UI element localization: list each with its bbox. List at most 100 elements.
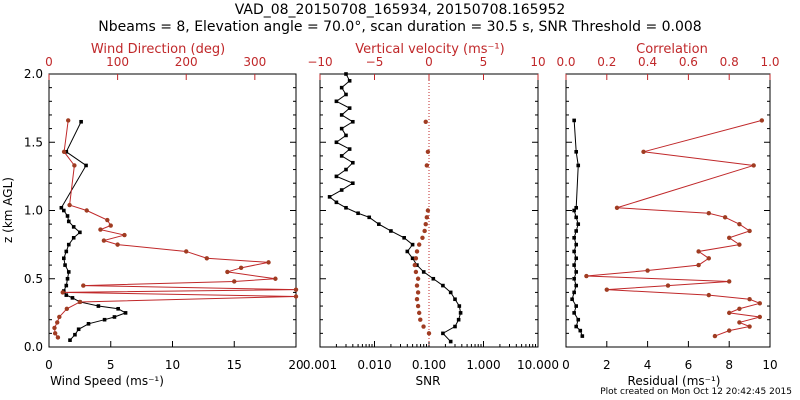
- data-point: [96, 304, 101, 308]
- data-point: [416, 310, 422, 316]
- x-tick-label: 0: [562, 358, 570, 372]
- data-point: [414, 249, 420, 254]
- top-axis-label-vertical-velocity: Vertical velocity (ms⁻¹): [355, 42, 504, 57]
- data-point: [123, 311, 128, 315]
- data-point: [747, 228, 752, 234]
- data-point: [65, 214, 70, 218]
- top-tick-label: 200: [175, 55, 198, 69]
- x-tick-label: 15: [227, 358, 242, 372]
- x-tick-label: 10.000: [517, 358, 559, 372]
- data-point: [424, 163, 430, 168]
- data-point: [441, 283, 445, 288]
- x-tick-label: 5: [107, 358, 115, 372]
- data-point: [574, 229, 578, 233]
- data-point: [572, 311, 576, 315]
- top-axis-label-correlation: Correlation: [636, 42, 708, 57]
- series-line-snr-0: [328, 73, 462, 342]
- x-tick-label: 6: [685, 358, 693, 372]
- data-point: [416, 242, 422, 247]
- data-point: [70, 296, 75, 300]
- x-tick-label: 2: [603, 358, 611, 372]
- data-point: [574, 256, 578, 261]
- data-point: [68, 338, 72, 342]
- data-point: [339, 188, 344, 192]
- data-point: [115, 242, 120, 247]
- data-point: [81, 283, 86, 288]
- data-point: [572, 263, 576, 267]
- data-point: [327, 195, 332, 199]
- data-point: [55, 320, 60, 325]
- data-point: [574, 270, 578, 274]
- data-point: [334, 200, 339, 205]
- data-point: [347, 106, 352, 110]
- data-point: [344, 133, 348, 138]
- data-point: [576, 317, 581, 322]
- top-tick-label: −5: [366, 55, 384, 69]
- data-point: [347, 79, 352, 83]
- data-point: [572, 118, 576, 123]
- data-point: [410, 256, 415, 261]
- data-point: [574, 215, 578, 220]
- y-axis-label: z (km AGL): [1, 177, 15, 243]
- data-point: [339, 85, 344, 90]
- data-point: [59, 205, 64, 210]
- top-tick-label: 1.0: [760, 55, 779, 69]
- data-point: [706, 211, 711, 216]
- data-point: [696, 249, 701, 254]
- data-point: [424, 215, 430, 220]
- series-line-residual-1: [586, 119, 762, 337]
- data-point: [232, 279, 237, 284]
- data-point: [64, 249, 69, 254]
- data-point: [64, 306, 70, 311]
- data-point: [204, 256, 210, 261]
- data-point: [414, 283, 420, 288]
- data-point: [421, 270, 426, 274]
- data-point: [614, 205, 620, 210]
- data-point: [76, 327, 81, 332]
- data-point: [62, 256, 66, 261]
- data-point: [293, 287, 299, 292]
- data-point: [112, 315, 117, 319]
- data-point: [737, 320, 742, 325]
- data-point: [570, 297, 574, 302]
- top-tick-label: −10: [307, 55, 332, 69]
- data-point: [574, 242, 578, 247]
- data-point: [665, 283, 671, 288]
- data-point: [77, 299, 83, 305]
- x-tick-label: 0: [45, 358, 53, 372]
- data-point: [356, 211, 360, 216]
- data-point: [238, 265, 244, 271]
- x-axis-label-snr: SNR: [416, 374, 441, 388]
- data-point: [67, 202, 72, 208]
- x-tick-label: 20: [288, 358, 303, 372]
- data-point: [389, 229, 393, 233]
- data-point: [456, 317, 461, 322]
- data-point: [751, 163, 756, 168]
- data-point: [108, 223, 113, 228]
- data-point: [574, 324, 578, 329]
- x-axis-label-residual: Residual (ms⁻¹): [628, 374, 721, 388]
- x-tick-label: 1.000: [466, 358, 500, 372]
- data-point: [412, 262, 418, 268]
- data-point: [441, 331, 445, 336]
- data-point: [421, 324, 426, 329]
- chart-subtitle: Nbeams = 8, Elevation angle = 70.0°, sca…: [98, 19, 702, 35]
- x-axis-label-wind-speed: Wind Speed (ms⁻¹): [50, 374, 164, 388]
- data-point: [420, 235, 425, 240]
- data-point: [423, 119, 428, 124]
- data-point: [225, 269, 230, 275]
- data-point: [410, 242, 415, 247]
- data-point: [423, 221, 428, 227]
- data-point: [706, 292, 711, 298]
- data-point: [574, 304, 578, 308]
- data-point: [293, 294, 299, 299]
- data-point: [415, 276, 421, 281]
- top-tick-label: 100: [106, 55, 129, 69]
- data-point: [727, 328, 732, 333]
- data-point: [351, 160, 355, 165]
- data-point: [576, 163, 581, 168]
- data-point: [62, 208, 66, 213]
- data-point: [737, 221, 742, 227]
- data-point: [584, 273, 589, 279]
